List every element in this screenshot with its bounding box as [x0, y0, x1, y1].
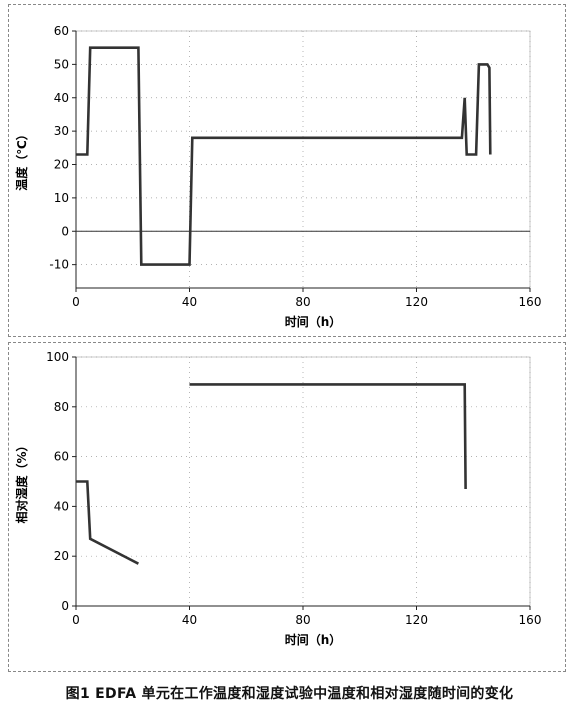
series-line-1	[189, 383, 467, 490]
y-tick-label: 0	[61, 599, 69, 613]
x-tick-label: 40	[182, 613, 197, 627]
y-tick-label: 100	[46, 350, 69, 364]
x-tick-label: 160	[519, 295, 542, 309]
plot-frame	[75, 356, 531, 607]
y-tick-label: 0	[61, 224, 69, 238]
x-tick-label: 120	[405, 295, 428, 309]
plot-frame	[75, 30, 531, 289]
y-tick-label: 40	[54, 91, 69, 105]
x-tick-label: 80	[295, 295, 310, 309]
y-tick-label: -10	[49, 258, 69, 272]
x-tick-label: 0	[72, 613, 80, 627]
y-axis-title: 相对湿度（%）	[14, 439, 29, 523]
x-tick-label: 40	[182, 295, 197, 309]
temperature-chart: -10 0 10 20 30 40 50 60 0 40 80 120 160 时间（h） 温度（℃）	[14, 24, 542, 329]
figure-caption: 图1 EDFA 单元在工作温度和湿度试验中温度和相对湿度随时间的变化	[65, 686, 514, 702]
y-tick-label: 40	[54, 499, 69, 513]
x-tick-label: 120	[405, 613, 428, 627]
x-tick-label: 80	[295, 613, 310, 627]
y-tick-label: 60	[54, 24, 69, 38]
y-tick-label: 80	[54, 400, 69, 414]
humidity-chart: 0 20 40 60 80 100 0 40 80 120 160 时间（h） 相对湿度（%）	[14, 350, 542, 647]
temperature-chart-panel: -10 0 10 20 30 40 50 60 0 40 80 120 160 时间（h） 温度（℃）	[8, 4, 566, 337]
y-tick-label: 60	[54, 450, 69, 464]
y-tick-label: 20	[54, 549, 69, 563]
series-line-0	[76, 46, 492, 266]
x-tick-label: 0	[72, 295, 80, 309]
x-tick-label: 160	[519, 613, 542, 627]
x-axis-title: 时间（h）	[285, 632, 342, 647]
y-tick-label: 20	[54, 158, 69, 172]
x-axis-title: 时间（h）	[285, 314, 342, 329]
series-line-0	[76, 480, 139, 565]
humidity-chart-panel: 0 20 40 60 80 100 0 40 80 120 160 时间（h） 相对湿度（%）	[8, 342, 566, 672]
y-tick-label: 10	[54, 191, 69, 205]
y-tick-label: 30	[54, 124, 69, 138]
y-tick-label: 50	[54, 57, 69, 71]
y-axis-title: 温度（℃）	[14, 128, 29, 191]
